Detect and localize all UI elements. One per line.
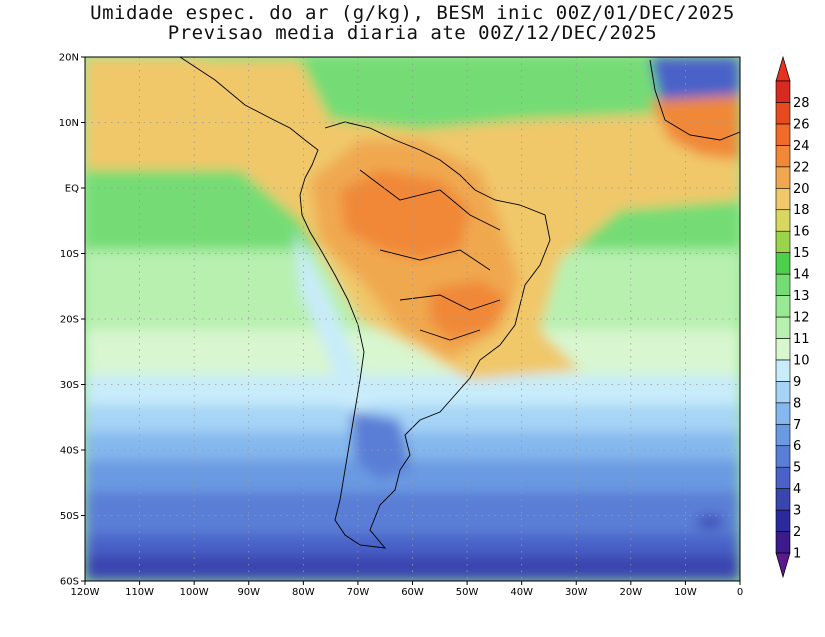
colorbar-segment bbox=[775, 166, 791, 189]
lat-label: 40S bbox=[60, 446, 79, 457]
map-title-line1: Umidade espec. do ar (g/kg), BESM inic 0… bbox=[90, 2, 735, 24]
colorbar-level-label: 22 bbox=[793, 160, 810, 175]
colorbar-segment bbox=[775, 187, 791, 211]
lon-label: 60W bbox=[401, 587, 424, 598]
lat-label: 10N bbox=[59, 118, 79, 129]
colorbar-level-label: 11 bbox=[793, 332, 810, 347]
lon-label: 110W bbox=[125, 587, 154, 598]
colorbar-max-arrow bbox=[775, 55, 791, 82]
colorbar-segment bbox=[775, 338, 791, 361]
colorbar-level-label: 8 bbox=[793, 396, 801, 411]
lon-label: 90W bbox=[237, 587, 260, 598]
colorbar-segment bbox=[775, 381, 791, 404]
colorbar-segment bbox=[775, 445, 791, 468]
lon-label: 20W bbox=[620, 587, 643, 598]
colorbar-segment bbox=[775, 488, 791, 511]
colorbar-level-label: 7 bbox=[793, 418, 801, 433]
lon-label: 50W bbox=[456, 587, 479, 598]
colorbar-segment bbox=[775, 145, 791, 168]
colorbar-segment bbox=[775, 80, 791, 103]
colorbar-segment bbox=[775, 423, 791, 447]
lat-label: 20S bbox=[60, 315, 79, 326]
colorbar-level-label: 15 bbox=[793, 246, 810, 261]
colorbar-segment bbox=[775, 102, 791, 125]
colorbar-level-label: 14 bbox=[793, 268, 810, 283]
colorbar-level-label: 18 bbox=[793, 203, 810, 218]
colorbar-level-label: 24 bbox=[793, 139, 810, 154]
colorbar-segment bbox=[775, 252, 791, 275]
colorbar-segment bbox=[775, 295, 791, 318]
colorbar-level-label: 12 bbox=[793, 311, 810, 326]
colorbar-segment bbox=[775, 531, 791, 554]
colorbar-segment bbox=[775, 316, 791, 339]
colorbar-level-label: 2 bbox=[793, 525, 801, 540]
lat-label: 10S bbox=[60, 249, 79, 260]
colorbar-segment bbox=[775, 359, 791, 382]
lat-label: EQ bbox=[65, 184, 79, 195]
lat-label: 50S bbox=[60, 511, 79, 522]
lon-label: 30W bbox=[565, 587, 588, 598]
colorbar-segment bbox=[775, 273, 791, 296]
colorbar-level-label: 1 bbox=[793, 547, 801, 562]
lat-label: 60S bbox=[60, 577, 79, 588]
lat-label: 30S bbox=[60, 380, 79, 391]
lat-label: 20N bbox=[59, 53, 79, 64]
colorbar-min-arrow bbox=[775, 552, 791, 579]
lon-label: 10W bbox=[674, 587, 697, 598]
colorbar-level-label: 26 bbox=[793, 117, 810, 132]
lon-label: 0 bbox=[737, 587, 743, 598]
colorbar-level-label: 5 bbox=[793, 461, 801, 476]
coastlines bbox=[179, 57, 740, 549]
colorbar-level-label: 6 bbox=[793, 439, 801, 454]
colorbar-level-label: 3 bbox=[793, 504, 801, 519]
colorbar-level-label: 28 bbox=[793, 96, 810, 111]
colorbar-level-label: 10 bbox=[793, 353, 810, 368]
colorbar-segment bbox=[775, 509, 791, 532]
lon-label: 70W bbox=[347, 587, 370, 598]
lon-label: 80W bbox=[292, 587, 315, 598]
colorbar-level-label: 9 bbox=[793, 375, 801, 390]
colorbar-segment bbox=[775, 123, 791, 146]
lon-label: 40W bbox=[510, 587, 533, 598]
colorbar-segment bbox=[775, 402, 791, 425]
colorbar-segment bbox=[775, 230, 791, 253]
map-title-line2: Previsao media diaria ate 00Z/12/DEC/202… bbox=[167, 22, 658, 44]
lon-label: 120W bbox=[71, 587, 100, 598]
colorbar-segment bbox=[775, 466, 791, 489]
lon-label: 100W bbox=[180, 587, 209, 598]
colorbar-level-label: 4 bbox=[793, 482, 801, 497]
colorbar-level-label: 16 bbox=[793, 225, 810, 240]
colorbar-level-label: 13 bbox=[793, 289, 810, 304]
colorbar-segment bbox=[775, 209, 791, 232]
colorbar-level-label: 20 bbox=[793, 182, 810, 197]
